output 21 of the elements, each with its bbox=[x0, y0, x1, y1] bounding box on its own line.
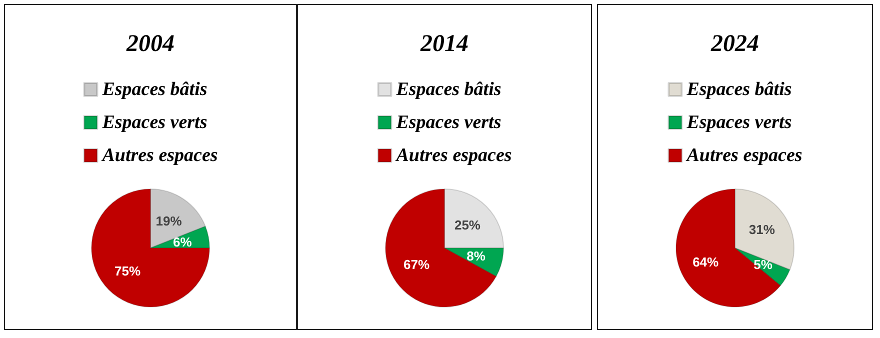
chart-title: 2014 bbox=[420, 31, 468, 57]
data-label: 75% bbox=[114, 263, 141, 278]
data-label: 67% bbox=[404, 257, 430, 272]
legend-label: Espaces verts bbox=[101, 112, 208, 133]
legend-label: Espaces bâtis bbox=[686, 79, 792, 100]
data-label: 19% bbox=[156, 214, 182, 229]
legend-label: Espaces verts bbox=[686, 112, 792, 133]
data-label: 64% bbox=[692, 254, 720, 270]
legend-label: Autres espaces bbox=[101, 145, 218, 166]
data-label: 5% bbox=[754, 257, 773, 272]
data-label: 6% bbox=[173, 234, 192, 250]
data-label: 31% bbox=[748, 222, 776, 238]
data-label: 8% bbox=[466, 248, 486, 264]
legend-label: Autres espaces bbox=[395, 145, 512, 166]
chart-title: 2004 bbox=[126, 31, 174, 57]
legend-label: Espaces verts bbox=[395, 112, 502, 133]
legend-label: Espaces bâtis bbox=[395, 79, 502, 100]
legend-label: Espaces bâtis bbox=[101, 79, 208, 100]
legend-label: Autres espaces bbox=[686, 145, 802, 166]
data-label: 25% bbox=[454, 218, 481, 233]
chart-title: 2024 bbox=[710, 31, 759, 57]
